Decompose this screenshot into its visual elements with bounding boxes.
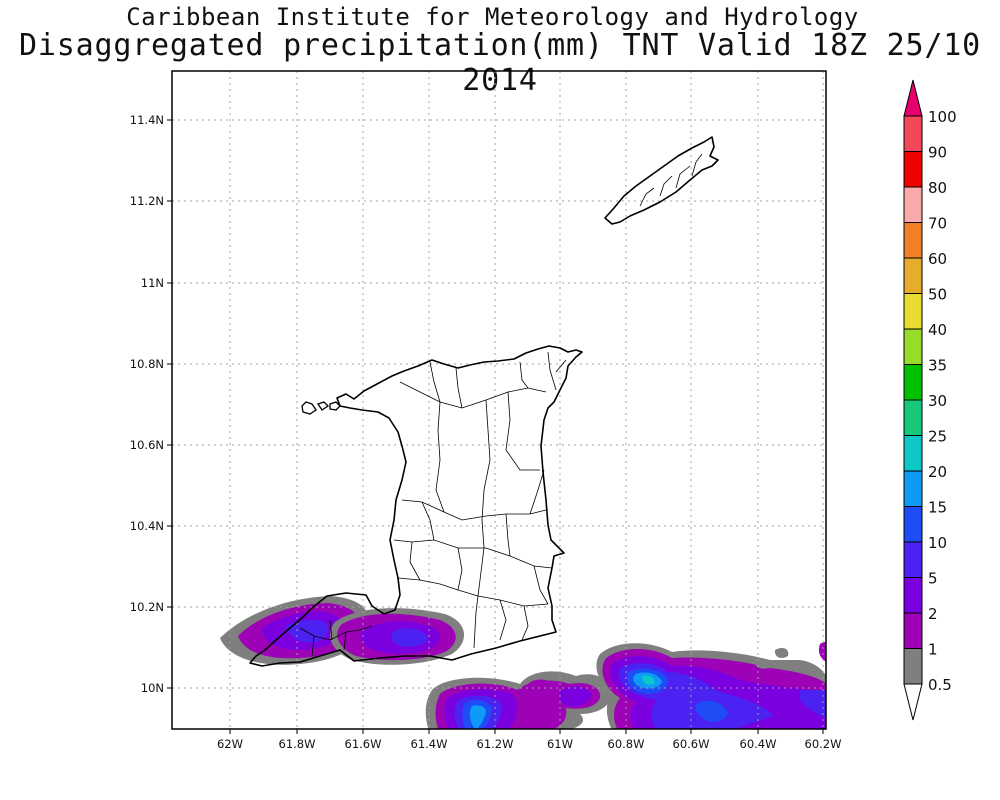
colorbar-label: 50: [928, 286, 947, 304]
colorbar-swatch: [903, 364, 923, 401]
y-tick-label: 10N: [141, 681, 164, 695]
colorbar-label: 0.5: [928, 676, 952, 694]
colorbar-label: 70: [928, 215, 947, 233]
colorbar-label: 2: [928, 605, 938, 623]
colorbar-top-arrow: [903, 79, 923, 117]
colorbar-swatch: [903, 648, 923, 685]
colorbar-swatch: [903, 470, 923, 507]
colorbar-swatch: [903, 115, 923, 152]
colorbar-label: 1: [928, 641, 938, 659]
title-line-1: Caribbean Institute for Meteorology and …: [126, 3, 859, 31]
colorbar-label: 100: [928, 108, 957, 126]
colorbar-label: 35: [928, 357, 947, 375]
y-tick-label: 10.6N: [130, 438, 164, 452]
y-tick-label: 11.2N: [130, 194, 164, 208]
colorbar-label: 15: [928, 499, 947, 517]
colorbar-bottom-arrow: [903, 683, 923, 721]
colorbar-label: 25: [928, 428, 947, 446]
x-tick-label: 62W: [217, 737, 243, 751]
colorbar-swatch: [903, 541, 923, 578]
colorbar-label: 10: [928, 534, 947, 552]
x-tick-label: 61.2W: [477, 737, 514, 751]
trinidad-coastline: [249, 345, 583, 667]
precipitation-layer: [220, 596, 826, 729]
trinidad-northwest-islets: [301, 401, 341, 415]
colorbar-swatch: [903, 222, 923, 259]
x-tick-label: 61.6W: [345, 737, 382, 751]
y-tick-label: 11N: [141, 276, 164, 290]
precip-area-south-coast: [330, 608, 465, 665]
x-tick-label: 60.4W: [740, 737, 777, 751]
colorbar-legend: 100 90 80 70 60 50 40 35 30 25 20 15 10 5 2 1 0.5: [903, 79, 957, 721]
map-frame: [171, 70, 827, 730]
colorbar-swatch: [903, 257, 923, 294]
colorbar-label: 80: [928, 179, 947, 197]
y-tick-label: 10.4N: [130, 519, 164, 533]
precip-area-southeast-offshore: [596, 642, 826, 729]
x-axis-ticks: 62W 61.8W 61.6W 61.4W 61.2W 61W 60.8W 60.6W 60.4…: [217, 729, 842, 751]
colorbar-swatch: [903, 293, 923, 330]
colorbar-swatch: [903, 151, 923, 188]
precip-area-gulf-of-paria-south: [425, 671, 612, 729]
colorbar-label: 5: [928, 570, 938, 588]
colorbar-swatch: [903, 399, 923, 436]
tobago-coastline: [604, 136, 719, 225]
colorbar-label: 20: [928, 463, 947, 481]
x-tick-label: 61.4W: [411, 737, 448, 751]
title-line-2: Disaggregated precipitation(mm) TNT Vali…: [19, 28, 981, 98]
colorbar-swatch: [903, 328, 923, 365]
x-tick-label: 60.2W: [805, 737, 842, 751]
y-tick-label: 10.8N: [130, 357, 164, 371]
y-tick-label: 10.2N: [130, 600, 164, 614]
colorbar-swatch: [903, 506, 923, 543]
x-tick-label: 61W: [547, 737, 573, 751]
x-tick-label: 61.8W: [279, 737, 316, 751]
colorbar-swatch: [903, 612, 923, 649]
precip-area-southwest-trinidad: [220, 596, 369, 665]
x-tick-label: 60.8W: [608, 737, 645, 751]
colorbar-swatch: [903, 435, 923, 472]
colorbar-label: 40: [928, 321, 947, 339]
district-boundaries: [299, 153, 703, 657]
grid-lines: [172, 71, 826, 729]
colorbar-swatch: [903, 186, 923, 223]
colorbar-label: 90: [928, 144, 947, 162]
x-tick-label: 60.6W: [673, 737, 710, 751]
y-axis-ticks: 10N 10.2N 10.4N 10.6N 10.8N 11N 11.2N 11.4N: [130, 113, 172, 695]
colorbar-swatch: [903, 577, 923, 614]
colorbar-label: 30: [928, 392, 947, 410]
y-tick-label: 11.4N: [130, 113, 164, 127]
coastline-layer: [249, 136, 719, 667]
colorbar-label: 60: [928, 250, 947, 268]
